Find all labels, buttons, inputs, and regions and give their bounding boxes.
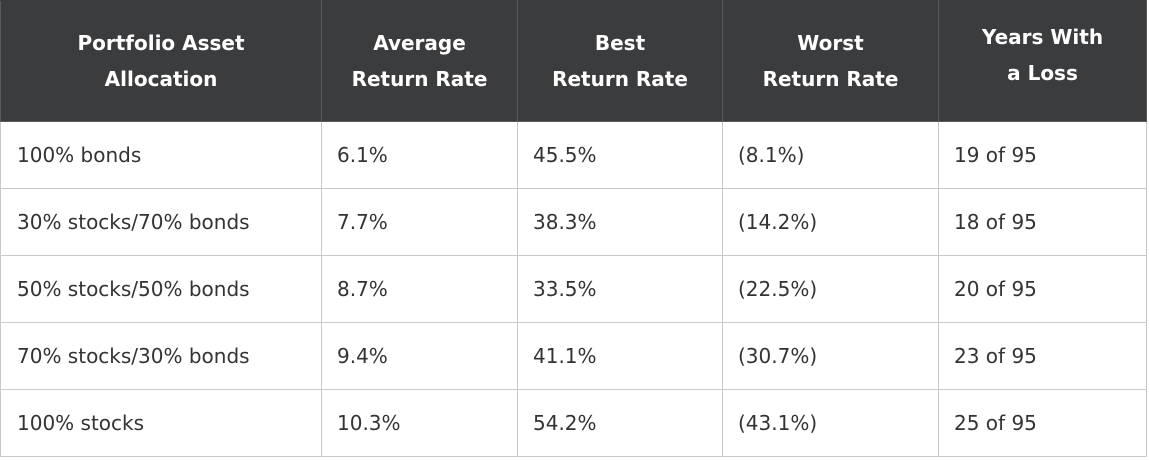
header-best-return-line2: Return Rate [552, 67, 688, 91]
header-worst-return: Worst Return Rate [722, 0, 939, 122]
cell-years-with-loss: 18 of 95 [938, 188, 1147, 256]
cell-worst-return: (30.7%) [722, 322, 939, 390]
header-average-return: Average Return Rate [321, 0, 518, 122]
header-worst-return-line2: Return Rate [762, 67, 899, 91]
cell-average-return: 7.7% [321, 188, 518, 256]
cell-years-with-loss: 20 of 95 [938, 255, 1147, 323]
cell-worst-return: (14.2%) [722, 188, 939, 256]
table-body: 100% bonds 6.1% 45.5% (8.1%) 19 of 95 30… [0, 121, 1147, 457]
cell-allocation: 50% stocks/50% bonds [0, 255, 322, 323]
table-row: 70% stocks/30% bonds 9.4% 41.1% (30.7%) … [0, 322, 1147, 390]
cell-years-with-loss: 25 of 95 [938, 389, 1147, 457]
table-row: 50% stocks/50% bonds 8.7% 33.5% (22.5%) … [0, 255, 1147, 323]
cell-best-return: 45.5% [517, 121, 723, 189]
header-average-return-line2: Return Rate [351, 67, 488, 91]
cell-allocation: 100% bonds [0, 121, 322, 189]
table-row: 100% bonds 6.1% 45.5% (8.1%) 19 of 95 [0, 121, 1147, 189]
header-average-return-line1: Average [373, 31, 466, 55]
cell-average-return: 10.3% [321, 389, 518, 457]
header-row: Portfolio Asset Allocation Average Retur… [0, 0, 1147, 122]
table-header: Portfolio Asset Allocation Average Retur… [0, 0, 1147, 122]
cell-allocation: 70% stocks/30% bonds [0, 322, 322, 390]
cell-years-with-loss: 23 of 95 [938, 322, 1147, 390]
header-allocation-line1: Portfolio Asset [77, 31, 245, 55]
cell-best-return: 41.1% [517, 322, 723, 390]
header-worst-return-line1: Worst [797, 31, 864, 55]
header-best-return: Best Return Rate [517, 0, 723, 122]
table-row: 100% stocks 10.3% 54.2% (43.1%) 25 of 95 [0, 389, 1147, 457]
cell-best-return: 38.3% [517, 188, 723, 256]
cell-average-return: 8.7% [321, 255, 518, 323]
cell-best-return: 54.2% [517, 389, 723, 457]
table-row: 30% stocks/70% bonds 7.7% 38.3% (14.2%) … [0, 188, 1147, 256]
cell-average-return: 6.1% [321, 121, 518, 189]
cell-worst-return: (22.5%) [722, 255, 939, 323]
cell-allocation: 30% stocks/70% bonds [0, 188, 322, 256]
header-allocation-line2: Allocation [104, 67, 218, 91]
header-years-with-loss: Years With a Loss [938, 0, 1147, 122]
header-best-return-line1: Best [594, 31, 646, 55]
cell-best-return: 33.5% [517, 255, 723, 323]
cell-worst-return: (8.1%) [722, 121, 939, 189]
header-allocation: Portfolio Asset Allocation [0, 0, 322, 122]
cell-average-return: 9.4% [321, 322, 518, 390]
header-years-with-loss-line1: Years With [981, 25, 1104, 49]
cell-worst-return: (43.1%) [722, 389, 939, 457]
cell-years-with-loss: 19 of 95 [938, 121, 1147, 189]
header-years-with-loss-line2: a Loss [1007, 61, 1078, 85]
cell-allocation: 100% stocks [0, 389, 322, 457]
